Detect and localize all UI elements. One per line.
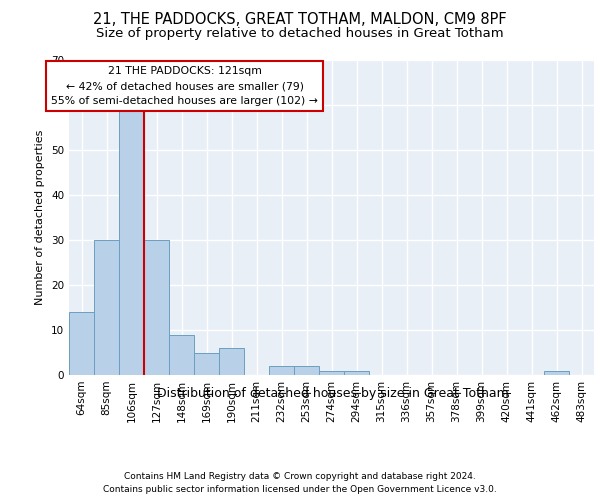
Text: Distribution of detached houses by size in Great Totham: Distribution of detached houses by size … — [157, 388, 509, 400]
Text: 21, THE PADDOCKS, GREAT TOTHAM, MALDON, CM9 8PF: 21, THE PADDOCKS, GREAT TOTHAM, MALDON, … — [93, 12, 507, 28]
Text: Size of property relative to detached houses in Great Totham: Size of property relative to detached ho… — [96, 28, 504, 40]
Bar — [119, 110, 144, 375]
Y-axis label: Number of detached properties: Number of detached properties — [35, 130, 46, 305]
Text: 21 THE PADDOCKS: 121sqm
← 42% of detached houses are smaller (79)
55% of semi-de: 21 THE PADDOCKS: 121sqm ← 42% of detache… — [51, 66, 318, 106]
Bar — [69, 312, 94, 375]
Bar — [544, 370, 569, 375]
Bar — [219, 348, 244, 375]
Text: Contains public sector information licensed under the Open Government Licence v3: Contains public sector information licen… — [103, 485, 497, 494]
Text: Contains HM Land Registry data © Crown copyright and database right 2024.: Contains HM Land Registry data © Crown c… — [124, 472, 476, 481]
Bar — [194, 352, 219, 375]
Bar — [144, 240, 169, 375]
Bar — [269, 366, 294, 375]
Bar — [344, 370, 369, 375]
Bar — [94, 240, 119, 375]
Bar — [294, 366, 319, 375]
Bar — [169, 334, 194, 375]
Bar — [319, 370, 344, 375]
